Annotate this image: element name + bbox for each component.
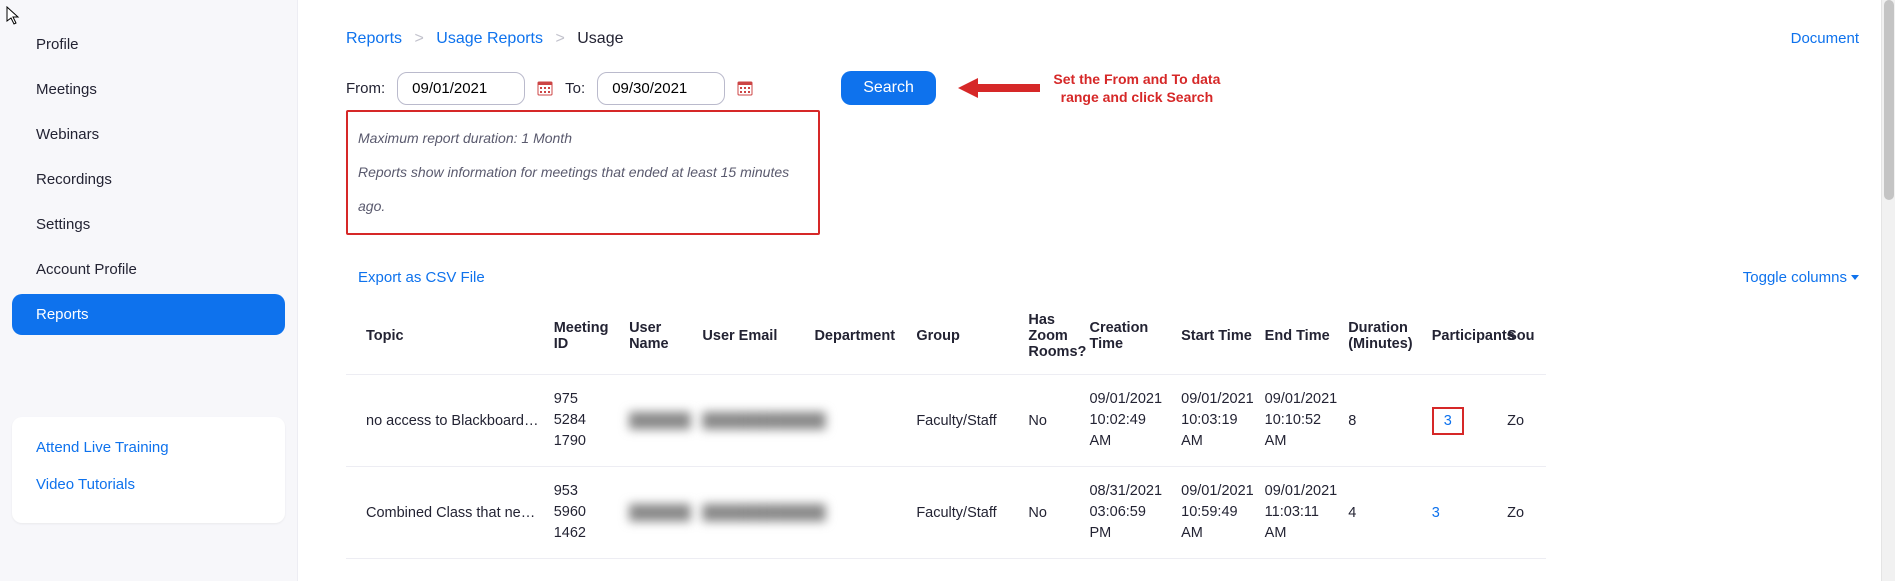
note-line-2: Reports show information for meetings th… (358, 156, 802, 223)
calendar-icon[interactable] (737, 80, 753, 96)
sidebar-link-video-tutorials[interactable]: Video Tutorials (12, 466, 285, 503)
annotation-text: Set the From and To data range and click… (1052, 70, 1222, 106)
cell-creation-time: 08/31/202103:06:59PM (1083, 467, 1175, 559)
caret-down-icon (1851, 275, 1859, 280)
sidebar-item-recordings[interactable]: Recordings (12, 159, 285, 200)
col-participants[interactable]: Participants (1426, 298, 1501, 375)
filter-row: From: To: Search Set the From and To dat… (346, 70, 1895, 106)
participants-link[interactable]: 3 (1432, 407, 1464, 435)
cell-end-time: 09/01/202111:03:11AM (1259, 467, 1343, 559)
cell-source: Zo (1501, 467, 1546, 559)
col-duration[interactable]: Duration (Minutes) (1342, 298, 1426, 375)
cell-end-time: 09/01/202110:10:52AM (1259, 375, 1343, 467)
cell-has-rooms: No (1022, 467, 1083, 559)
calendar-icon[interactable] (537, 80, 553, 96)
breadcrumb-reports[interactable]: Reports (346, 30, 402, 47)
table-actions: Export as CSV File Toggle columns (346, 269, 1895, 286)
sidebar-nav: Profile Meetings Webinars Recordings Set… (0, 24, 297, 339)
cell-user-name: ██████ (623, 375, 696, 467)
breadcrumb-current: Usage (577, 30, 623, 47)
cell-user-email: ████████████ (696, 467, 808, 559)
col-end-time[interactable]: End Time (1259, 298, 1343, 375)
table-header-row: Topic Meeting ID User Name User Email De… (346, 298, 1546, 375)
search-button[interactable]: Search (841, 71, 936, 105)
sidebar-link-live-training[interactable]: Attend Live Training (12, 429, 285, 466)
scrollbar-thumb[interactable] (1884, 0, 1894, 200)
toggle-columns-link[interactable]: Toggle columns (1743, 269, 1859, 286)
sidebar: Profile Meetings Webinars Recordings Set… (0, 0, 298, 581)
scrollbar-vertical[interactable] (1881, 0, 1895, 581)
from-date-input[interactable] (397, 72, 525, 105)
export-csv-link[interactable]: Export as CSV File (358, 269, 485, 286)
cell-has-rooms: No (1022, 375, 1083, 467)
participants-link[interactable]: 3 (1432, 505, 1440, 521)
table-row: Combined Class that needs t…95359601462█… (346, 467, 1546, 559)
cell-user-email: ████████████ (696, 375, 808, 467)
usage-table: Topic Meeting ID User Name User Email De… (346, 298, 1546, 559)
usage-table-wrap: Topic Meeting ID User Name User Email De… (346, 298, 1895, 559)
col-department[interactable]: Department (808, 298, 910, 375)
col-meeting-id[interactable]: Meeting ID (548, 298, 623, 375)
sidebar-item-settings[interactable]: Settings (12, 204, 285, 245)
breadcrumb: Reports > Usage Reports > Usage (346, 30, 1895, 48)
toggle-columns-label: Toggle columns (1743, 269, 1847, 286)
breadcrumb-sep-1: > (414, 30, 423, 47)
from-label: From: (346, 80, 385, 97)
cell-group: Faculty/Staff (910, 467, 1022, 559)
col-user-email[interactable]: User Email (696, 298, 808, 375)
cell-participants: 3 (1426, 467, 1501, 559)
arrow-left-icon (956, 74, 1042, 102)
cell-user-name: ██████ (623, 467, 696, 559)
breadcrumb-usage-reports[interactable]: Usage Reports (436, 30, 543, 47)
cell-topic: Combined Class that needs t… (346, 467, 548, 559)
col-topic[interactable]: Topic (346, 298, 548, 375)
cell-meeting-id: 95359601462 (548, 467, 623, 559)
cell-start-time: 09/01/202110:59:49AM (1175, 467, 1259, 559)
cell-creation-time: 09/01/202110:02:49AM (1083, 375, 1175, 467)
col-start-time[interactable]: Start Time (1175, 298, 1259, 375)
sidebar-item-account-profile[interactable]: Account Profile (12, 249, 285, 290)
notes-box: Maximum report duration: 1 Month Reports… (346, 110, 820, 235)
col-source[interactable]: Sou (1501, 298, 1546, 375)
cell-meeting-id: 97552841790 (548, 375, 623, 467)
annotation-arrow: Set the From and To data range and click… (956, 70, 1222, 106)
table-row: no access to Blackboard cour…97552841790… (346, 375, 1546, 467)
sidebar-item-webinars[interactable]: Webinars (12, 114, 285, 155)
cell-source: Zo (1501, 375, 1546, 467)
cell-start-time: 09/01/202110:03:19AM (1175, 375, 1259, 467)
to-label: To: (565, 80, 585, 97)
col-user-name[interactable]: User Name (623, 298, 696, 375)
cell-duration: 4 (1342, 467, 1426, 559)
cell-participants: 3 (1426, 375, 1501, 467)
cell-duration: 8 (1342, 375, 1426, 467)
to-date-input[interactable] (597, 72, 725, 105)
sidebar-help-card: Attend Live Training Video Tutorials (12, 417, 285, 523)
col-group[interactable]: Group (910, 298, 1022, 375)
col-has-rooms[interactable]: Has Zoom Rooms? (1022, 298, 1083, 375)
table-body: no access to Blackboard cour…97552841790… (346, 375, 1546, 559)
breadcrumb-sep-2: > (555, 30, 564, 47)
sidebar-item-profile[interactable]: Profile (12, 24, 285, 65)
main-content: Reports > Usage Reports > Usage Document… (298, 0, 1895, 581)
cell-group: Faculty/Staff (910, 375, 1022, 467)
col-creation-time[interactable]: Creation Time (1083, 298, 1175, 375)
cell-topic: no access to Blackboard cour… (346, 375, 548, 467)
sidebar-item-meetings[interactable]: Meetings (12, 69, 285, 110)
note-line-1: Maximum report duration: 1 Month (358, 122, 802, 156)
document-link[interactable]: Document (1791, 30, 1859, 47)
sidebar-item-reports[interactable]: Reports (12, 294, 285, 335)
